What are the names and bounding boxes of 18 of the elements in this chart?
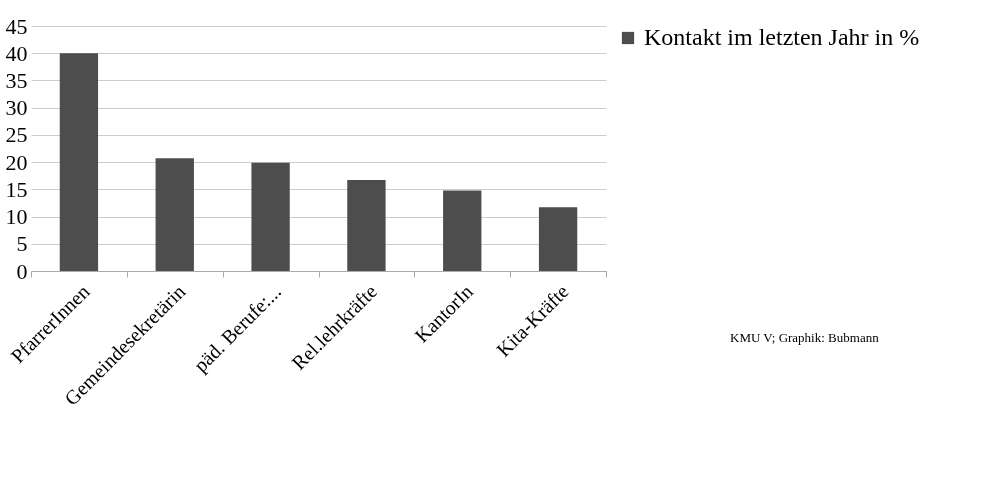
bar	[347, 180, 386, 271]
bar	[538, 207, 578, 271]
y-tick-label: 45	[5, 13, 28, 39]
y-tick-label: 20	[5, 149, 28, 175]
y-tick-label: 40	[5, 40, 28, 66]
bar	[443, 190, 482, 271]
bar	[59, 53, 99, 271]
bar	[251, 162, 290, 271]
bar	[155, 158, 194, 271]
text: KMU V; Graphik: Bubmann	[730, 330, 880, 346]
y-tick-label: 15	[5, 176, 28, 202]
y-tick-label: 10	[5, 204, 28, 230]
legend-label: Kontakt im letzten Jahr in %	[644, 24, 920, 50]
y-tick-label: 30	[5, 95, 28, 121]
y-tick-label: 25	[5, 122, 28, 148]
y-tick-label: 5	[16, 231, 28, 257]
y-tick-label: 35	[5, 67, 28, 93]
y-tick-label: 0	[16, 258, 28, 284]
